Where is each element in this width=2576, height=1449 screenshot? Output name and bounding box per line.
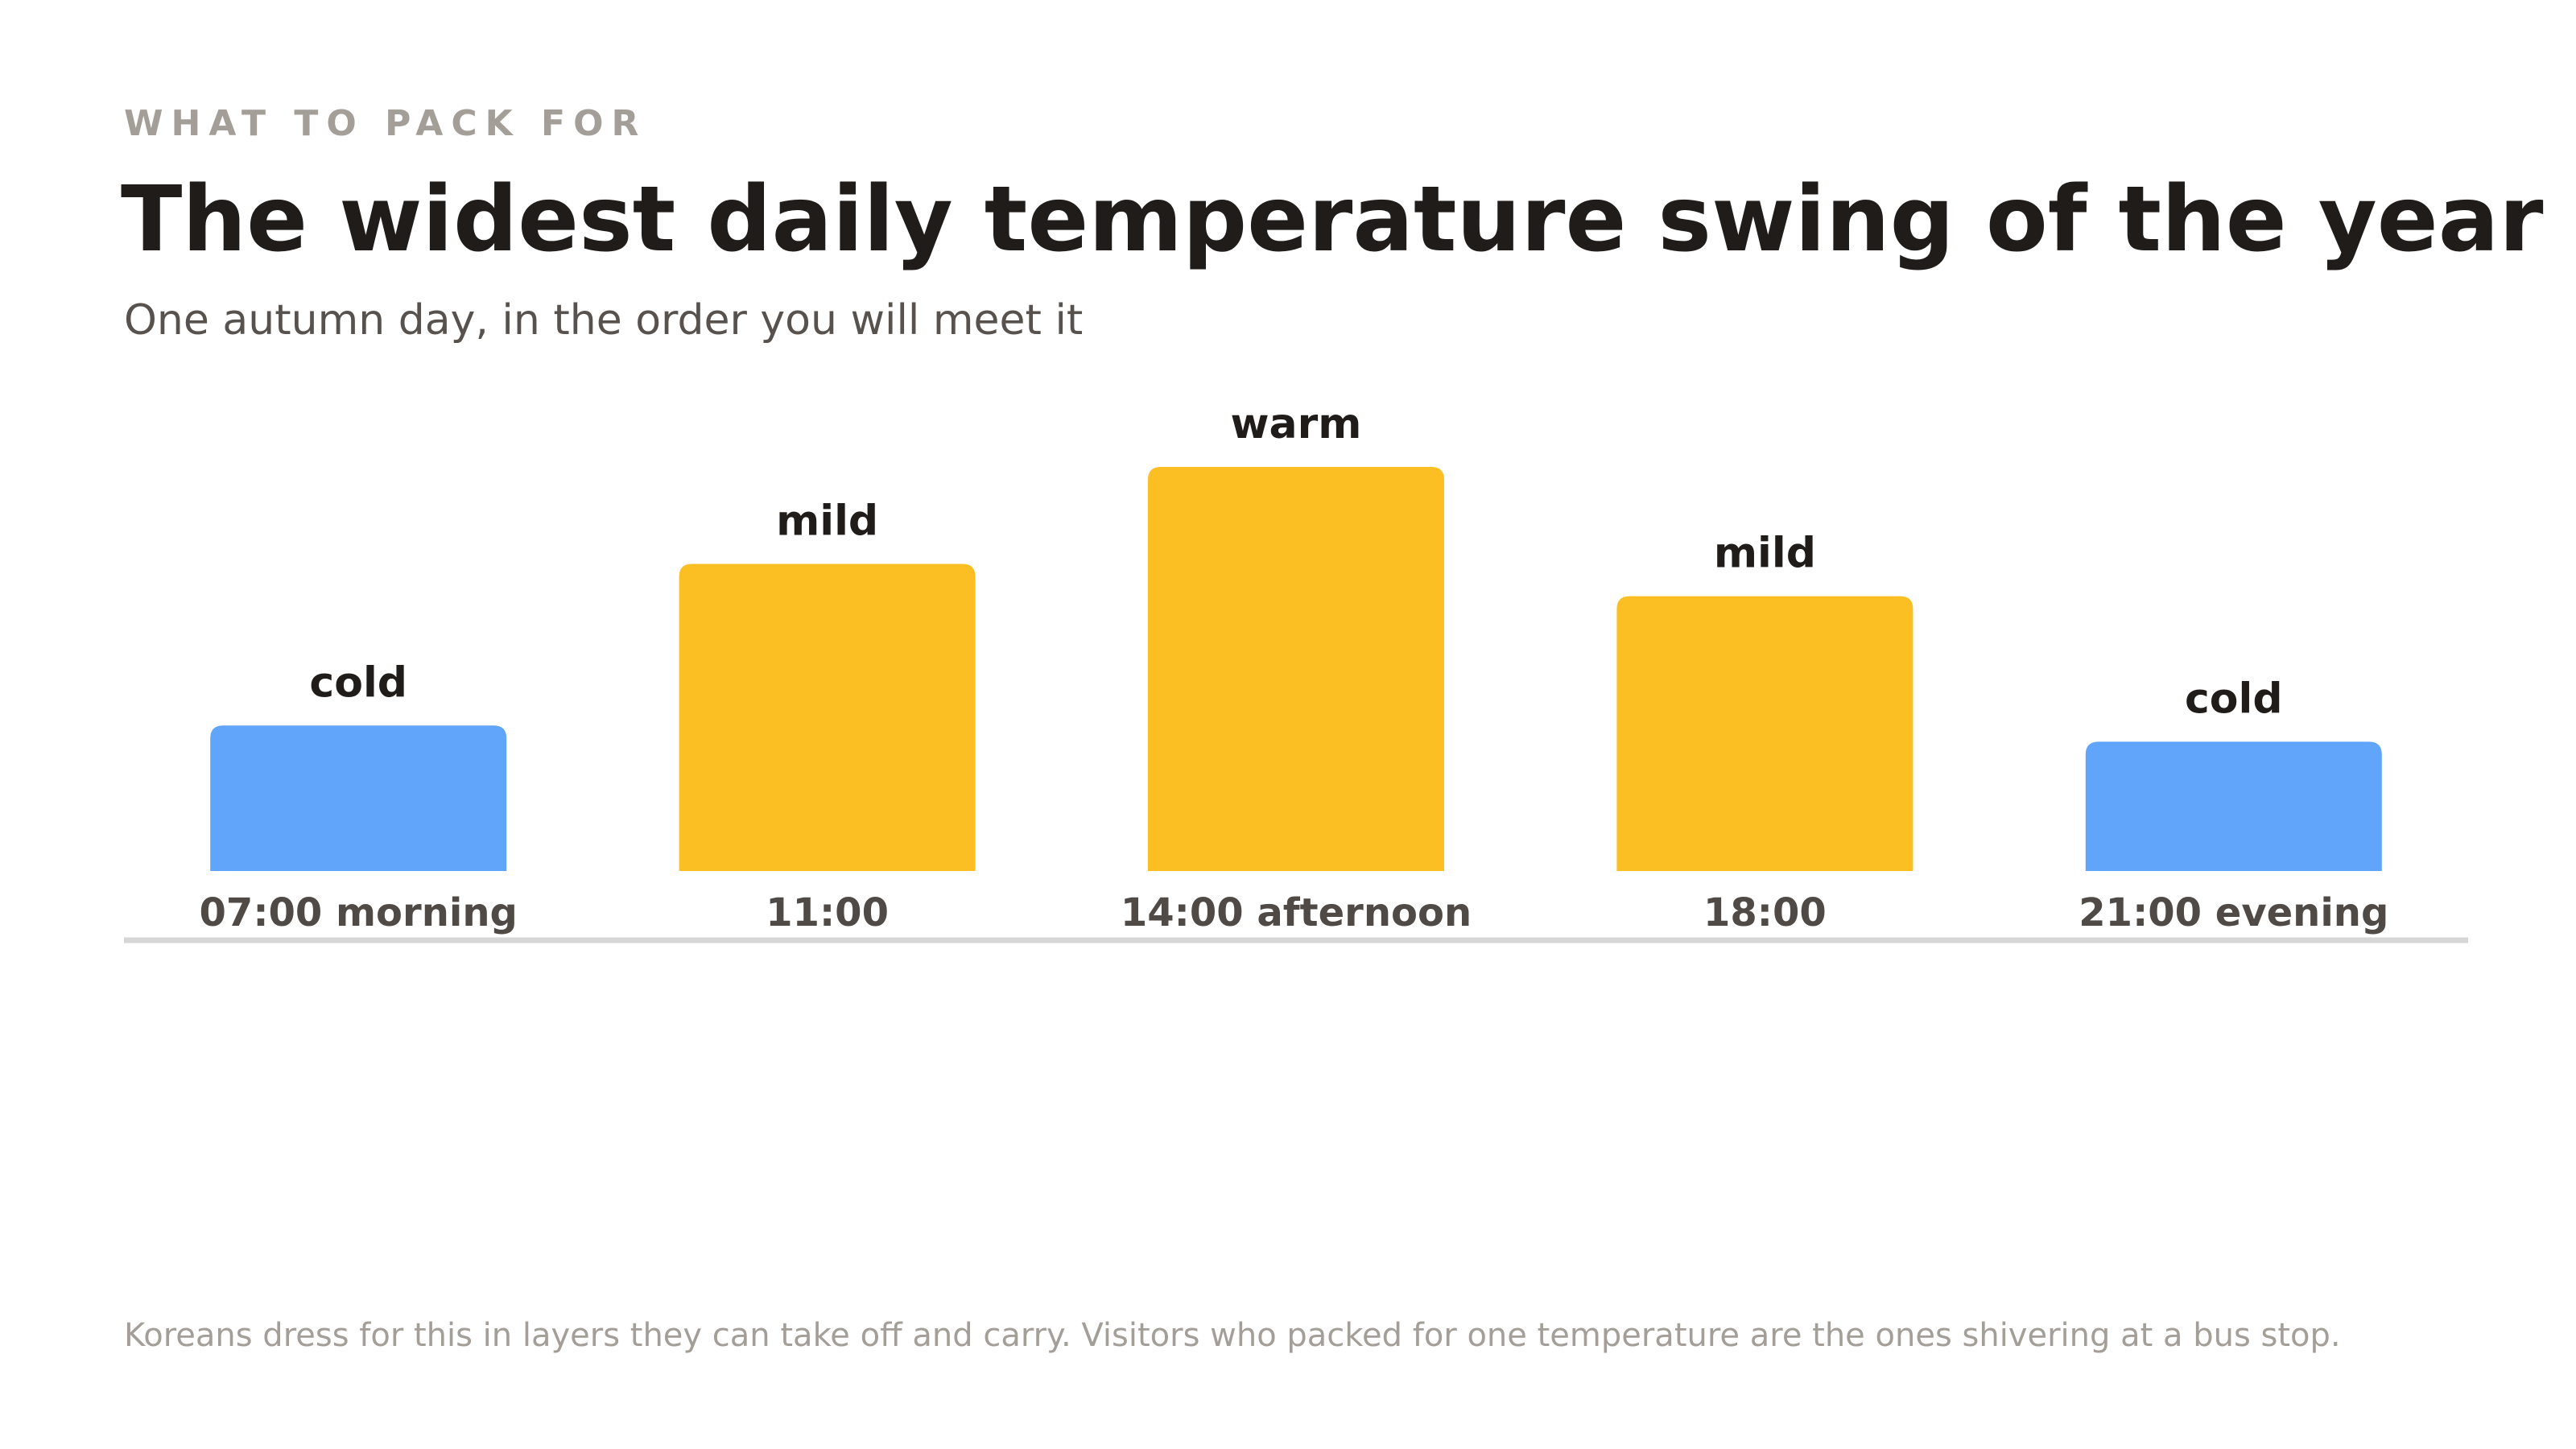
category-label: 18:00	[1703, 890, 1827, 935]
bar	[1616, 596, 1913, 871]
footnote: Koreans dress for this in layers they ca…	[124, 1317, 2341, 1354]
bar-value-label: cold	[309, 658, 407, 707]
category-label: 14:00 afternoon	[1121, 890, 1472, 935]
category-label: 11:00	[766, 890, 889, 935]
eyebrow-label: WHAT TO PACK FOR	[124, 103, 647, 144]
bar	[210, 725, 507, 871]
bar-value-label: mild	[776, 497, 878, 545]
bar	[679, 564, 976, 871]
bar-value-label: mild	[1714, 530, 1816, 578]
category-label: 07:00 morning	[200, 890, 518, 935]
chart-title: The widest daily temperature swing of th…	[121, 167, 2544, 272]
bar-value-label: warm	[1231, 400, 1362, 448]
chart-subtitle: One autumn day, in the order you will me…	[124, 296, 1084, 345]
category-label: 21:00 evening	[2079, 890, 2388, 935]
bar	[1148, 467, 1444, 871]
bar	[2085, 741, 2382, 871]
bar-value-label: cold	[2185, 675, 2283, 723]
